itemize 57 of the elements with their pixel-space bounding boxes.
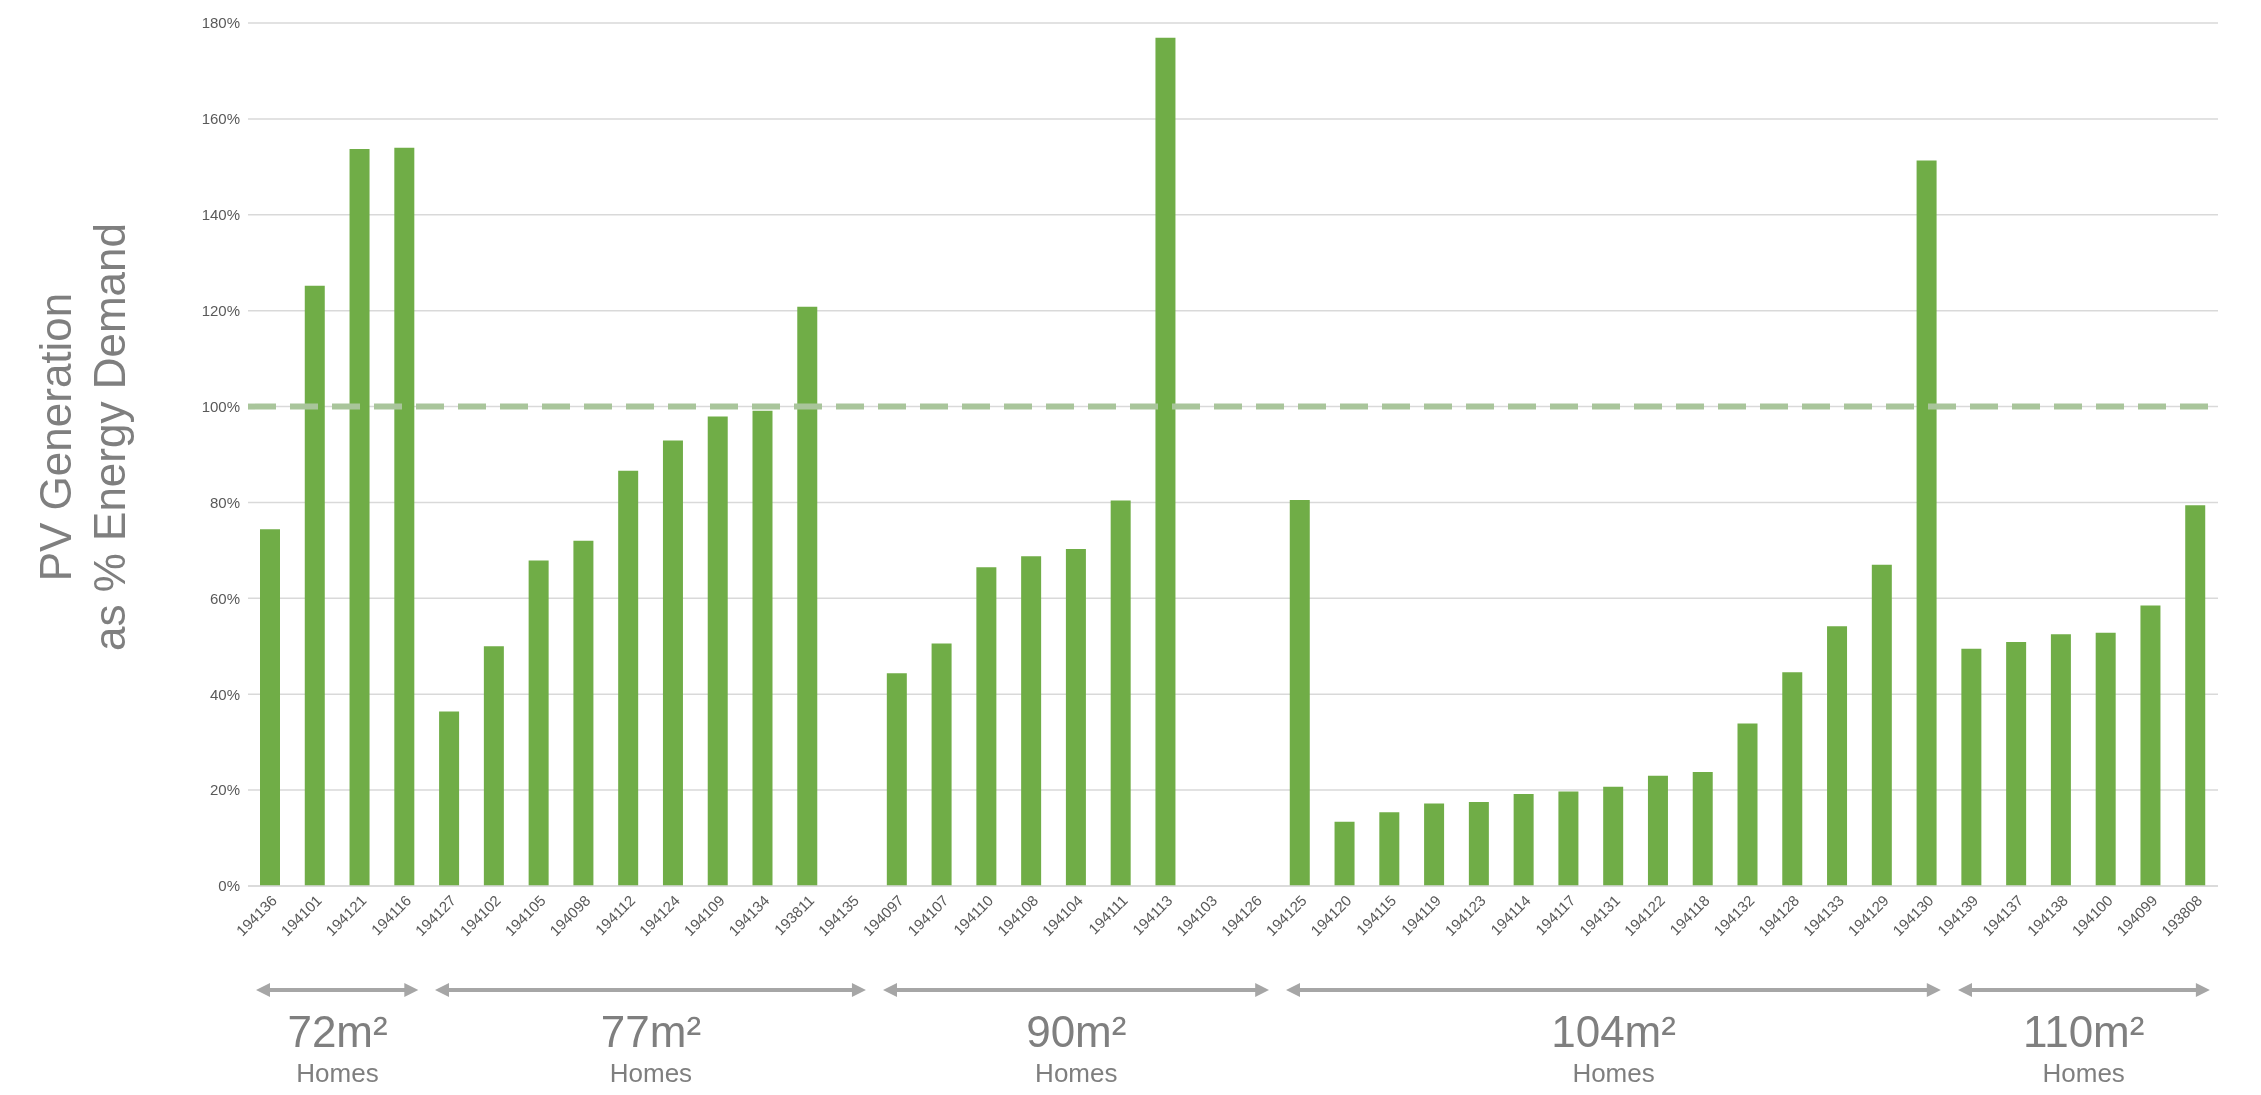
bar [618,470,639,886]
y-tick-label: 160% [201,110,240,128]
y-tick-label: 40% [209,685,240,703]
bar [1827,626,1848,886]
bar [2140,605,2161,886]
y-axis-title: PV Generation as % Energy Demand [31,223,134,651]
y-tick-label: 120% [201,301,240,319]
bar [1021,556,1042,886]
bar [1603,786,1624,886]
y-tick-label: 20% [209,781,240,799]
bar [1916,160,1937,886]
bar [1334,821,1355,886]
bar [931,643,952,886]
bar [528,560,549,886]
bar [1647,775,1668,886]
text: 90m² Homes [1025,1006,1128,1088]
y-tick-label: 140% [201,206,240,224]
bar [707,416,728,886]
text: 77m² Homes [599,1006,703,1088]
bar [2006,641,2027,886]
bar [1782,672,1803,886]
bar [1558,791,1579,886]
y-tick-label: 180% [201,14,240,32]
y-tick-label: 100% [201,397,240,415]
bar [1692,771,1713,886]
text: 104m² Homes [1550,1006,1677,1088]
bar [797,306,818,886]
bar [1737,723,1758,886]
bar [2185,505,2206,886]
bar [483,646,504,886]
bar [1289,500,1310,886]
bar [573,540,594,886]
bar [349,149,370,886]
text: 110m² Homes [2021,1006,2146,1088]
bar [752,410,773,886]
bar [260,529,280,886]
bar [1468,802,1489,886]
bar [1110,500,1131,886]
bar [886,673,907,886]
bar [1424,803,1445,886]
text: 72m² Homes [286,1006,389,1088]
y-tick-label: 60% [209,589,240,607]
bar [1961,648,1982,886]
y-tick-label: 80% [209,493,240,511]
bar [1155,37,1176,886]
bar [1513,793,1534,886]
bar [2050,634,2071,886]
y-tick-label: 0% [218,877,240,895]
bar [439,711,460,886]
bar [1379,812,1400,886]
bar [394,147,415,886]
bar [2095,632,2116,886]
bar [662,440,683,886]
bar [976,567,997,886]
bar [1871,564,1892,886]
bar [304,285,325,886]
bar [1065,548,1086,886]
